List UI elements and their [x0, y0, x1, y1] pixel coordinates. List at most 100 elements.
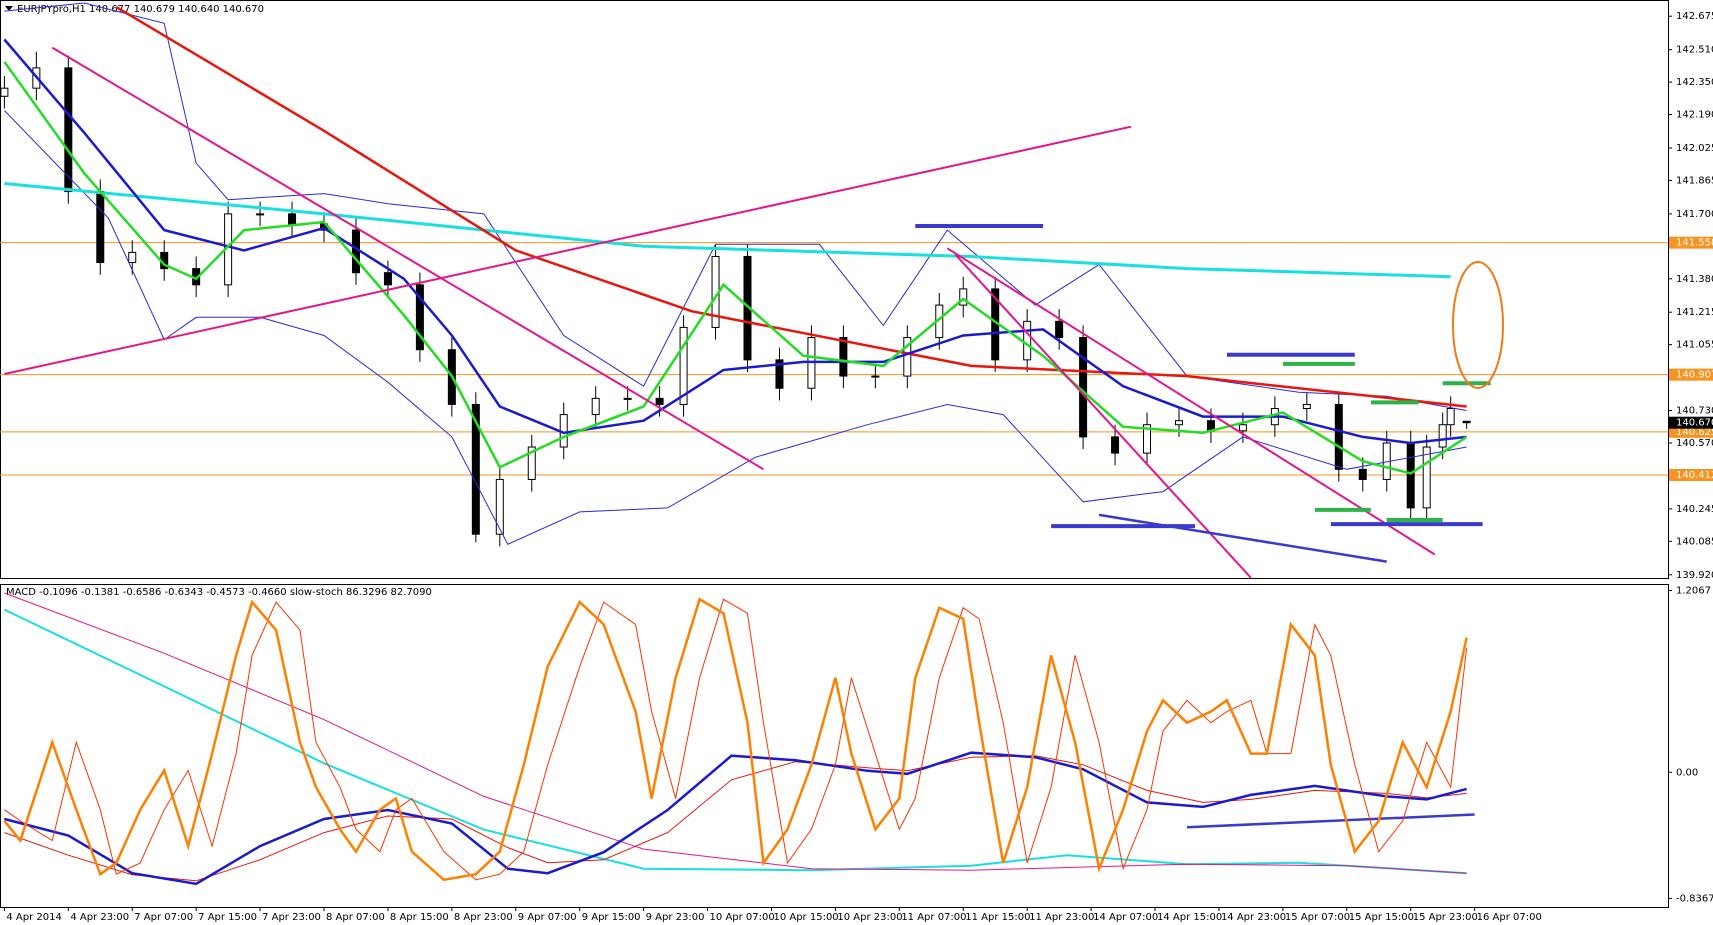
x-tick-label: 14 Apr 15:00 — [1157, 912, 1222, 923]
candle-body — [1143, 424, 1152, 454]
highlight-ellipse — [1452, 261, 1504, 389]
indicator-line — [1186, 813, 1475, 829]
x-tick-label: 4 Apr 2014 — [6, 912, 61, 923]
y-tick-label: 141.215 — [1676, 307, 1713, 318]
x-tick-label: 10 Apr 15:00 — [773, 912, 838, 923]
candle-body — [623, 397, 632, 400]
y-tick-label: 1.2067 — [1676, 585, 1711, 596]
candle-body — [1406, 442, 1415, 509]
candle-body — [1079, 337, 1088, 438]
indicator-line — [3, 38, 1467, 445]
y-tick-label: 142.350 — [1676, 77, 1713, 88]
indicator-line — [4, 755, 1467, 882]
y-tick-label: 140.085 — [1676, 536, 1713, 547]
x-tick-label: 11 Apr 07:00 — [901, 912, 966, 923]
last-price-tag — [1669, 416, 1713, 429]
x-tick-label: 16 Apr 07:00 — [1477, 912, 1542, 923]
indicator-line — [3, 597, 1468, 882]
price-level-label: 140.625 — [1676, 427, 1713, 438]
candle-body — [871, 375, 880, 378]
indicator-line — [51, 46, 765, 471]
x-tick-label: 14 Apr 07:00 — [1093, 912, 1158, 923]
x-tick-label: 15 Apr 07:00 — [1285, 912, 1350, 923]
indicator-line — [3, 61, 1468, 475]
candle-body — [0, 87, 9, 97]
candle-body — [64, 67, 73, 193]
indicator-line — [4, 110, 1467, 545]
x-tick-label: 14 Apr 23:00 — [1221, 912, 1286, 923]
indicator-line — [4, 592, 1467, 874]
x-tick-label: 7 Apr 15:00 — [198, 912, 257, 923]
y-tick-label: -0.8367 — [1676, 893, 1713, 904]
indicator-pane — [0, 584, 1669, 908]
x-tick-label: 10 Apr 07:00 — [710, 912, 775, 923]
candle-body — [1358, 468, 1367, 480]
candle-body — [415, 284, 424, 351]
x-tick-label: 9 Apr 15:00 — [582, 912, 641, 923]
y-tick-label: 140.245 — [1676, 504, 1713, 515]
price-level-tag — [1669, 425, 1713, 438]
candle-body — [495, 478, 504, 535]
candle-body — [96, 191, 105, 264]
price-level-tag — [1669, 469, 1713, 482]
candle-body — [655, 397, 664, 405]
indicator-line — [115, 6, 1467, 408]
candle-body — [1462, 420, 1471, 424]
candle-body — [527, 446, 536, 480]
y-tick-label: 142.510 — [1676, 45, 1713, 56]
x-tick-label: 11 Apr 15:00 — [965, 912, 1030, 923]
candle-body — [1055, 320, 1064, 339]
x-tick-label: 8 Apr 23:00 — [454, 912, 513, 923]
candle-body — [256, 213, 265, 216]
x-tick-label: 8 Apr 07:00 — [326, 912, 385, 923]
indicator-line — [4, 182, 1451, 279]
y-tick-label: 139.920 — [1676, 570, 1713, 581]
candle-body — [1334, 403, 1343, 470]
candle-body — [903, 337, 912, 377]
x-tick-label: 10 Apr 23:00 — [837, 912, 902, 923]
candle-body — [1238, 424, 1247, 432]
y-tick-label: 141.700 — [1676, 209, 1713, 220]
candle-body — [1438, 424, 1447, 448]
x-tick-label: 8 Apr 15:00 — [390, 912, 449, 923]
x-tick-label: 15 Apr 15:00 — [1349, 912, 1414, 923]
candle-body — [1174, 420, 1183, 426]
x-tick-label: 11 Apr 23:00 — [1029, 912, 1094, 923]
price-level-tag — [1669, 368, 1713, 381]
candle-body — [288, 213, 297, 225]
candle-body — [1111, 436, 1120, 454]
y-tick-label: 141.055 — [1676, 340, 1713, 351]
candle-body — [679, 326, 688, 405]
indicator-line — [1098, 513, 1387, 563]
candle-body — [383, 272, 392, 286]
price-level-label: 140.412 — [1676, 470, 1713, 481]
indicator-line — [4, 125, 1132, 375]
y-tick-label: 142.025 — [1676, 143, 1713, 154]
x-tick-label: 7 Apr 23:00 — [262, 912, 321, 923]
indicator-header: MACD -0.1096 -0.1381 -0.6586 -0.6343 -0.… — [6, 587, 432, 598]
menu-arrow[interactable] — [5, 6, 13, 11]
y-tick-label: 0.00 — [1676, 767, 1698, 778]
price-level-label: 141.558 — [1676, 238, 1713, 249]
last-price-label: 140.670 — [1676, 418, 1713, 429]
candle-body — [775, 359, 784, 389]
indicator-line — [4, 751, 1467, 886]
price-pane — [0, 0, 1669, 579]
candle-body — [1446, 408, 1455, 426]
candle-body — [1023, 320, 1032, 361]
x-tick-label: 9 Apr 07:00 — [518, 912, 577, 923]
y-tick-label: 140.730 — [1676, 406, 1713, 417]
y-tick-label: 141.865 — [1676, 175, 1713, 186]
price-level-label: 140.907 — [1676, 370, 1713, 381]
price-header: EURJPYpro,H1 140.677 140.679 140.640 140… — [17, 4, 264, 15]
x-tick-label: 7 Apr 07:00 — [134, 912, 193, 923]
candle-body — [959, 288, 968, 306]
price-level-tag — [1669, 236, 1713, 249]
y-tick-label: 141.380 — [1676, 274, 1713, 285]
y-tick-label: 140.570 — [1676, 438, 1713, 449]
indicator-line — [954, 253, 1252, 579]
candle-body — [128, 251, 137, 264]
